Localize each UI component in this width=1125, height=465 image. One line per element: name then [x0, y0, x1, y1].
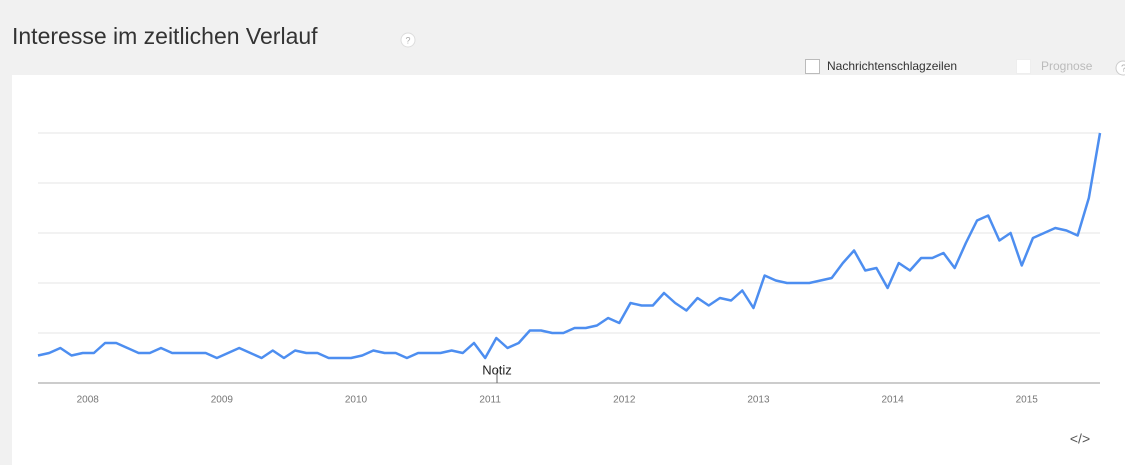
- x-tick-label: 2013: [747, 395, 770, 406]
- help-icon-text[interactable]: ?: [1121, 64, 1125, 75]
- section-title: Interesse im zeitlichen Verlauf: [12, 23, 318, 49]
- help-icon-text[interactable]: ?: [405, 35, 410, 45]
- x-tick-label: 2010: [345, 395, 368, 406]
- embed-icon[interactable]: </>: [1070, 431, 1090, 447]
- help-icon[interactable]: [400, 32, 416, 48]
- help-icon[interactable]: [1115, 60, 1125, 76]
- chart-card: [12, 75, 1125, 465]
- plot: 2008 2009 2010 2011 2012 2013 2014 2015: [37, 132, 1102, 406]
- x-tick-label: 2015: [1016, 395, 1039, 406]
- x-tick-label: 2009: [211, 395, 234, 406]
- x-tick-label: 2011: [479, 395, 501, 406]
- checkbox-label[interactable]: Prognose: [1041, 59, 1093, 73]
- x-tick-label: 2014: [881, 395, 904, 406]
- checkbox[interactable]: [1016, 59, 1031, 74]
- x-tick-label: 2008: [77, 395, 100, 406]
- x-tick-label: 2012: [613, 395, 636, 406]
- annotation[interactable]: Notiz: [482, 362, 512, 377]
- checkbox-label[interactable]: Nachrichtenschlagzeilen: [827, 59, 957, 73]
- line-series: [37, 132, 1102, 360]
- checkbox[interactable]: [805, 59, 820, 74]
